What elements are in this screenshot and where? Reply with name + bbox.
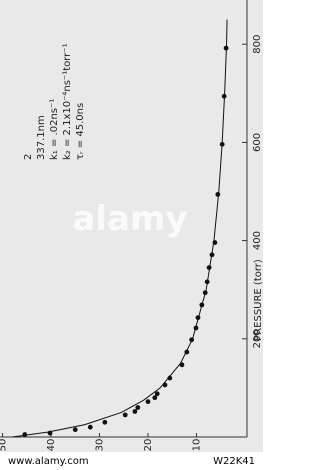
- annotation: 2: [23, 154, 34, 160]
- paper: [0, 0, 263, 452]
- x-tick-label: 200: [252, 329, 263, 348]
- y-tick-label: 20: [143, 439, 154, 452]
- watermark-footer: www.alamy.com: [8, 456, 89, 467]
- y-tick-label: 50: [0, 439, 9, 452]
- annotation: k₁ = .02ns⁻¹: [49, 99, 60, 160]
- annotation: 337.1nm: [36, 115, 47, 160]
- y-tick-label: 10: [192, 439, 203, 452]
- fit-line: [12, 19, 228, 438]
- watermark-id: W22K41: [213, 456, 255, 467]
- data-point: [102, 419, 108, 425]
- data-point: [152, 395, 158, 401]
- data-point: [72, 427, 78, 433]
- data-point: [132, 409, 138, 414]
- annotation: τᵣ = 45.0ns: [75, 103, 86, 160]
- chart: alamy www.alamy.com W22K41 200 400 600 800 1…: [0, 0, 263, 467]
- data-point: [162, 382, 168, 388]
- data-point: [87, 424, 93, 430]
- annotation: k₂ = 2.1x10⁻⁴ns⁻¹torr⁻¹: [62, 43, 73, 160]
- data-point: [154, 391, 160, 397]
- x-tick-label: 600: [252, 133, 263, 152]
- x-tick-label: 400: [252, 231, 263, 250]
- x-axis-label: PRESSURE (torr): [253, 259, 263, 341]
- data-point: [145, 399, 151, 405]
- data-point: [135, 405, 141, 410]
- data-point: [122, 412, 128, 418]
- y-tick-label: 40: [46, 439, 57, 452]
- data-point: [215, 192, 221, 197]
- y-tick-label: 30: [95, 439, 106, 452]
- x-tick-label: 800: [252, 35, 263, 54]
- watermark-logo: alamy: [72, 199, 187, 239]
